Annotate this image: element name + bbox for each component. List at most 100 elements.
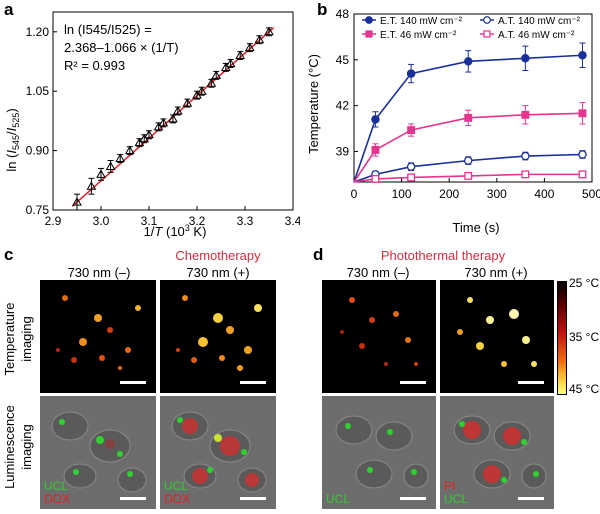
chart-a-point [244,42,255,52]
label-ucl: UCL [164,479,189,493]
image-chemo-temp-on [160,280,276,393]
chart-b-point [578,170,587,179]
chart-b-point [464,171,473,180]
chart-a-point [158,117,169,127]
image-chemo-lum-on: UCL DOX [160,396,276,509]
chart-a-xtick-label: 2.9 [45,214,62,228]
image-ptt-temp-on [440,280,554,393]
scale-bar [240,497,266,500]
scale-bar [120,381,146,384]
panel-d-col1: 730 nm (–) [346,265,410,280]
chart-a-xtick-label: 3.1 [141,214,158,228]
chart-a-point [235,50,246,60]
chart-a-point [86,181,97,190]
chart-a-point [206,78,217,87]
chart-b-point [521,110,530,119]
label-ucl: UCL [444,492,469,506]
chart-a-equation-line1: ln (I545/I525) = [64,22,152,37]
chart-b-point [464,113,473,122]
chart-b-point [521,54,530,63]
chart-a-xlabel: 1/T (103 K) [144,223,207,239]
chart-b-point [371,174,380,183]
chart-a-frame [52,11,294,211]
chart-a-ytick-label: 1.05 [26,84,50,98]
chart-a-point [225,58,236,67]
label-ucl: UCL [326,492,351,506]
chart-b-point [371,145,380,154]
scale-bar [400,381,426,384]
chart-b-legend-label: E.T. 140 mW cm⁻² [380,16,463,27]
chart-b-point [371,115,380,124]
colorbar-label-45: 45 °C [569,382,600,396]
chart-a-xtick-label: 3.4 [285,214,300,228]
chart-b-point [578,150,587,159]
colorbar-label-35: 35 °C [569,330,600,344]
chart-a-point [168,113,178,123]
image-chemo-temp-off [40,280,156,393]
chart-b: Temperature (°C) Time (s) 0 100 200 300 400 5… [306,7,600,235]
chart-a-xtick-label: 3.2 [189,214,206,228]
image-ptt-temp-off [322,280,436,393]
label-pi: PI [444,479,456,493]
row-label-temperature: Temperature imaging [2,302,34,376]
scale-bar [518,381,544,384]
chart-a-xtick-label: 3.3 [237,214,254,228]
chart-b-xtick-label: 300 [487,187,507,201]
chart-b-legend-marker [365,16,373,24]
chart-b-xtick-label: 100 [392,187,412,201]
chart-a-r2: R² = 0.993 [64,58,125,73]
chart-b-legend-label: A.T. 46 mW cm⁻² [498,30,575,41]
chart-a-ytick-label: 0.75 [26,203,50,217]
chart-b-point [407,173,416,182]
chart-a-point [196,86,207,95]
chart-a-point [182,98,193,107]
chart-a-point [211,70,222,79]
chart-b-series-line [353,54,583,183]
chart-b-xtick-label: 500 [582,187,600,201]
panel-label-c: c [4,245,14,264]
chart-a-ylabel: ln (I545/I525) [4,108,21,171]
row-label-luminescence: Luminescence imaging [2,405,34,489]
chart-b-point [521,151,530,161]
chart-b-xtick-label: 400 [534,187,554,201]
chart-a-xtick-label: 3.0 [93,214,110,228]
panel-label-d: d [313,245,324,264]
chart-b-ylabel: Temperature (°C) [306,54,321,154]
chart-b-series-line [353,112,583,183]
chart-a-point [144,129,154,139]
chart-a-point [115,153,126,163]
chart-a-point [254,34,265,44]
chart-b-ytick-label: 45 [336,53,350,67]
chart-b-frame [353,13,593,183]
chart-a-point [124,145,135,155]
chart-a-point [105,161,116,170]
colorbar-label-25: 25 °C [569,276,600,290]
chart-b-xlabel: Time (s) [452,220,499,235]
panel-c-col1: 730 nm (–) [67,265,131,280]
panel-d-col2: 730 nm (+) [464,265,528,280]
panel-c-col2: 730 nm (+) [186,265,250,280]
chart-b-ytick-label: 39 [336,144,350,158]
chart-b-legend-marker [365,30,373,38]
image-ptt-lum-on: PI UCL [440,396,554,509]
label-dox: DOX [164,492,191,506]
chart-b-point [578,109,587,118]
chart-b-legend-marker [483,30,491,38]
chart-a-point [72,197,82,206]
scale-bar [120,497,146,500]
chart-b-xtick-label: 200 [439,187,459,201]
colorbar [557,281,567,395]
label-dox: DOX [44,492,71,506]
chart-b-point [406,69,416,78]
chart-b-legend-label: E.T. 46 mW cm⁻² [380,30,457,41]
panel-label-b: b [317,0,328,19]
chart-a: ln (I545/I525) 1/T (103 K) ln (I545/I525… [4,11,300,239]
chart-b-ytick-label: 42 [336,99,350,113]
chart-a-point [96,169,106,178]
chart-b-point [407,126,416,135]
chart-b-point [578,50,587,60]
image-ptt-lum-off: UCL [322,396,436,509]
chart-b-legend-marker [483,16,491,24]
chart-b-point [463,57,473,66]
scale-bar [518,497,544,500]
